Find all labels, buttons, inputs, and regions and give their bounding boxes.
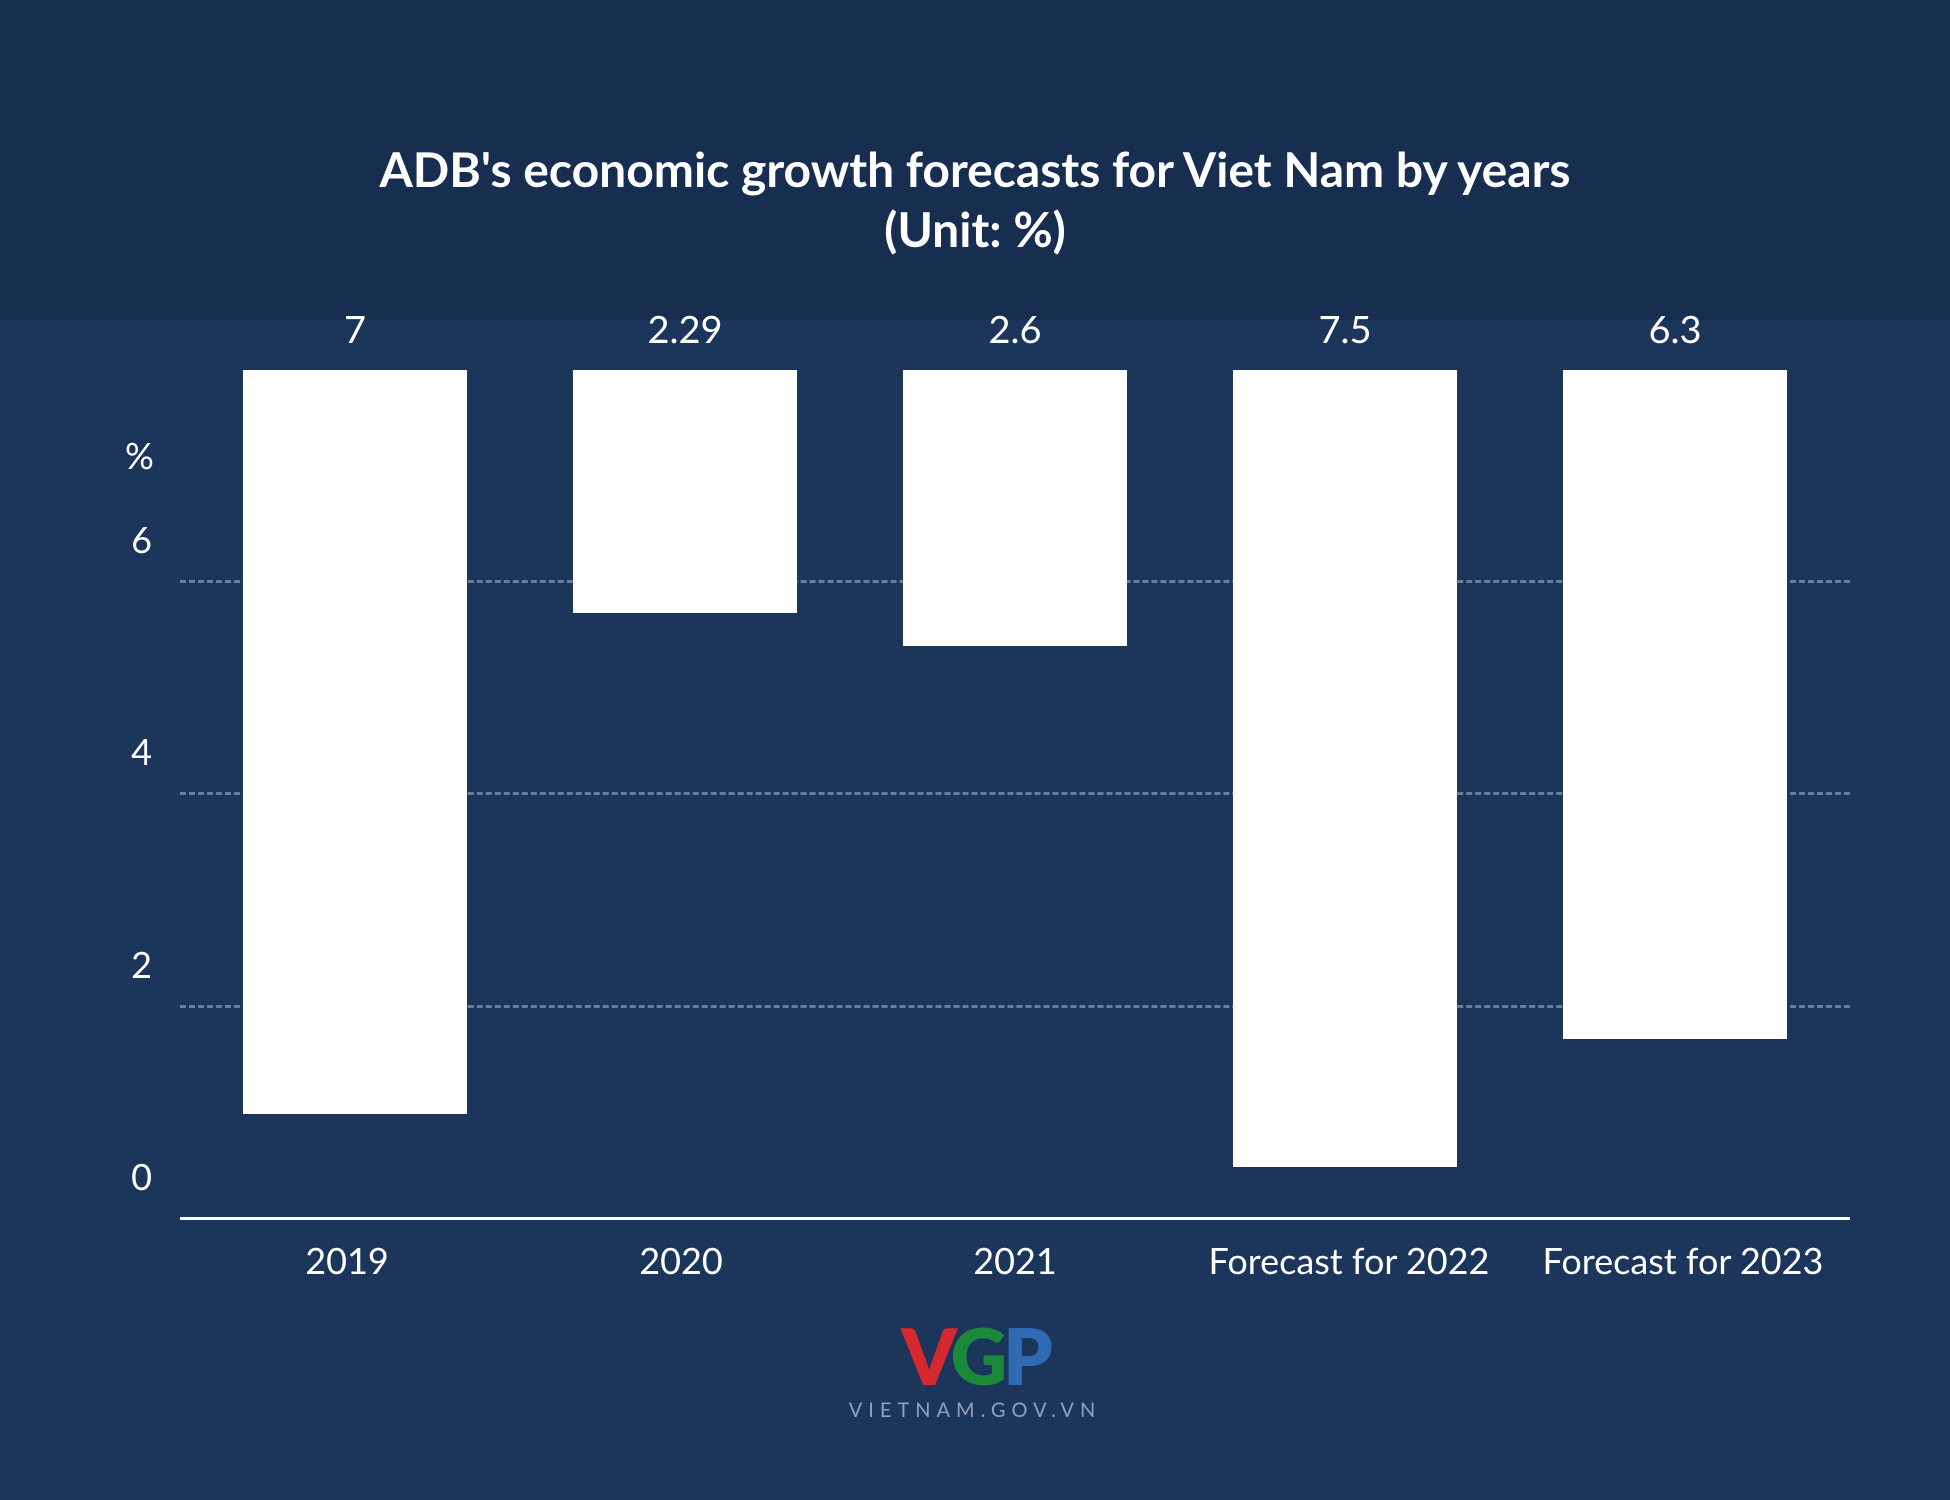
bar-slot: 7.5	[1180, 370, 1510, 1220]
logo-letter-p: P	[1003, 1308, 1049, 1402]
x-tick-label: Forecast for 2022	[1182, 1220, 1516, 1290]
x-tick-label: 2019	[180, 1220, 514, 1290]
bar: 7	[243, 370, 467, 1114]
bar-value-label: 6.3	[1648, 306, 1701, 352]
y-tick-label: 0	[131, 1154, 152, 1198]
bar-slot: 2.29	[520, 370, 850, 1220]
bar: 6.3	[1563, 370, 1787, 1039]
chart-title: ADB's economic growth forecasts for Viet…	[40, 140, 1910, 260]
chart-area: % 72.292.67.56.3 0246 201920202021Foreca…	[70, 370, 1880, 1290]
x-tick-label: Forecast for 2023	[1516, 1220, 1850, 1290]
chart-page: ADB's economic growth forecasts for Viet…	[0, 0, 1950, 1482]
bar-slot: 2.6	[850, 370, 1180, 1220]
bar: 7.5	[1233, 370, 1457, 1167]
chart-title-block: ADB's economic growth forecasts for Viet…	[0, 0, 1950, 320]
bars-container: 7 2.29 2.6 7.5 6.3	[180, 370, 1850, 1220]
x-tick-label: 2021	[848, 1220, 1182, 1290]
bar-slot: 7	[190, 370, 520, 1220]
plot-area: % 72.292.67.56.3 0246	[180, 370, 1850, 1220]
y-tick-label: 2	[131, 942, 152, 986]
bar-slot: 6.3	[1510, 370, 1840, 1220]
logo-letter-v: V	[901, 1308, 950, 1402]
logo-letters: VGP	[0, 1316, 1950, 1394]
x-axis-labels: 201920202021Forecast for 2022Forecast fo…	[180, 1220, 1850, 1290]
bar-value-label: 2.6	[988, 306, 1041, 352]
source-logo: VGP VIETNAM.GOV.VN	[0, 1316, 1950, 1422]
bar-value-label: 7	[344, 306, 366, 352]
bar: 2.29	[573, 370, 797, 613]
y-tick-label: 6	[131, 517, 152, 561]
x-tick-label: 2020	[514, 1220, 848, 1290]
bar-value-label: 2.29	[647, 306, 722, 352]
y-tick-label: 4	[131, 729, 152, 773]
y-axis-unit: %	[125, 433, 154, 477]
bar: 2.6	[903, 370, 1127, 646]
logo-url: VIETNAM.GOV.VN	[0, 1398, 1950, 1422]
bar-value-label: 7.5	[1318, 306, 1371, 352]
logo-letter-g: G	[951, 1308, 1003, 1402]
